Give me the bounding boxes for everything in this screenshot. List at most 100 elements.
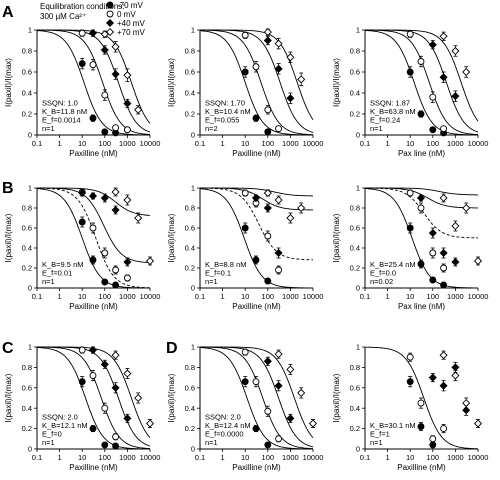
- data-point: [100, 45, 109, 54]
- data-point: [440, 281, 448, 289]
- data-point: [252, 256, 260, 264]
- x-tick-label: 1: [386, 453, 390, 462]
- data-point: [429, 126, 437, 134]
- data-point: [252, 114, 260, 122]
- panel-label-b: B: [2, 180, 14, 197]
- legend-marker-1: [106, 1, 114, 9]
- y-tick-label: 0: [28, 445, 32, 454]
- annotation-line: E_f=0.0014: [42, 116, 81, 125]
- data-point: [100, 30, 109, 39]
- y-axis-label: I(paxil)/I(max): [167, 58, 176, 107]
- data-point: [308, 419, 318, 428]
- x-tick-label: 100: [427, 292, 440, 301]
- y-tick-label: 0: [28, 131, 32, 140]
- y-tick-label: 0.8: [350, 363, 360, 372]
- data-point: [78, 378, 86, 386]
- y-tick-label: 0.4: [185, 89, 195, 98]
- legend-label-1: -70 mV: [117, 1, 143, 10]
- y-axis-label: I(paxil)/I(max): [4, 373, 13, 422]
- y-tick-label: 0.4: [22, 244, 32, 253]
- data-point: [111, 351, 120, 360]
- fit-curve: [200, 29, 314, 120]
- x-axis-label: Paxilline (nM): [69, 149, 118, 158]
- legend-marker-2: [106, 10, 114, 18]
- data-point: [134, 213, 143, 223]
- fit-curve: [36, 346, 151, 450]
- y-tick-label: 0: [356, 445, 360, 454]
- data-point: [89, 372, 97, 380]
- x-tick-label: 100: [262, 453, 275, 462]
- data-point: [429, 276, 437, 284]
- data-point: [286, 213, 295, 223]
- data-point: [451, 363, 460, 372]
- panel-a1: 0 0.2 0.4 0.6 0.8 1 0.1 1 10 100 1000 10000 Paxillin…: [4, 26, 160, 158]
- y-tick-label: 0: [356, 284, 360, 293]
- y-tick-label: 1: [356, 343, 360, 352]
- data-point: [252, 425, 260, 433]
- fit-curve: [364, 187, 479, 239]
- data-point: [263, 36, 272, 45]
- data-point: [406, 353, 414, 361]
- x-axis-label: Paxilline (nM): [69, 463, 118, 472]
- annotation-line: K_B=25.4 nM: [370, 260, 416, 269]
- legend-label-4: +70 mV: [117, 28, 145, 37]
- annotation-line: K_B=12.4 nM: [205, 421, 251, 430]
- y-tick-label: 0: [191, 284, 195, 293]
- x-tick-label: 0.1: [32, 139, 42, 148]
- y-tick-label: 1: [191, 26, 195, 35]
- x-tick-label: 1: [386, 292, 390, 301]
- y-tick-label: 0.6: [22, 383, 32, 392]
- x-tick-label: 10: [406, 139, 414, 148]
- annotation-line: E_f=0: [42, 430, 62, 439]
- fit-curve: [36, 29, 151, 135]
- data-point: [252, 63, 260, 71]
- annotation-line: K_B=63.8 nM: [370, 107, 416, 116]
- x-tick-label: 10: [406, 453, 414, 462]
- data-point: [88, 191, 98, 201]
- x-tick-label: 1: [221, 292, 225, 301]
- x-tick-label: 0.1: [195, 139, 205, 148]
- x-tick-label: 1000: [447, 292, 464, 301]
- y-tick-label: 0.4: [350, 244, 360, 253]
- x-tick-label: 1: [58, 139, 62, 148]
- x-tick-label: 100: [262, 139, 275, 148]
- data-point: [241, 68, 249, 76]
- panel-b2: 0 0.2 0.4 0.6 0.8 1 0.1 1 10 100 1000 10000 Paxillin…: [167, 184, 323, 311]
- data-point: [123, 195, 132, 205]
- x-tick-label: 10000: [468, 453, 489, 462]
- annotation-line: E_f=0.24: [370, 116, 400, 125]
- panel-label-d: D: [166, 340, 178, 357]
- y-tick-label: 0.4: [185, 244, 195, 253]
- fit-curve: [365, 29, 479, 122]
- y-tick-label: 0.6: [185, 224, 195, 233]
- data-point: [439, 32, 448, 41]
- legend-label-3: +40 mV: [117, 19, 145, 28]
- annotation-line: SSQN: 2.0: [205, 413, 241, 422]
- x-axis-label: Paxilline (nM): [397, 463, 446, 472]
- x-tick-label: 1: [221, 453, 225, 462]
- y-tick-label: 1: [28, 343, 32, 352]
- fit-curve: [200, 187, 314, 197]
- x-tick-label: 0.1: [195, 453, 205, 462]
- y-tick-label: 0.2: [350, 264, 360, 273]
- x-tick-label: 1000: [447, 139, 464, 148]
- data-point: [252, 378, 260, 386]
- data-point: [101, 91, 109, 99]
- x-tick-label: 0.1: [32, 453, 42, 462]
- y-axis-label: I(paxil)/I(max): [332, 213, 341, 262]
- data-point: [429, 93, 437, 101]
- x-tick-label: 1000: [282, 453, 299, 462]
- data-point: [263, 357, 272, 366]
- x-tick-label: 1000: [447, 453, 464, 462]
- data-point: [275, 266, 283, 274]
- y-tick-label: 1: [28, 184, 32, 193]
- data-point: [78, 188, 87, 198]
- y-tick-label: 0.8: [350, 204, 360, 213]
- panel-label-c: C: [2, 340, 14, 357]
- y-tick-label: 0.2: [22, 264, 32, 273]
- x-tick-label: 1000: [119, 139, 136, 148]
- x-tick-label: 10: [241, 453, 249, 462]
- y-tick-label: 1: [356, 26, 360, 35]
- data-point: [429, 441, 437, 449]
- annotation-line: SSQN: 1.0: [42, 99, 78, 108]
